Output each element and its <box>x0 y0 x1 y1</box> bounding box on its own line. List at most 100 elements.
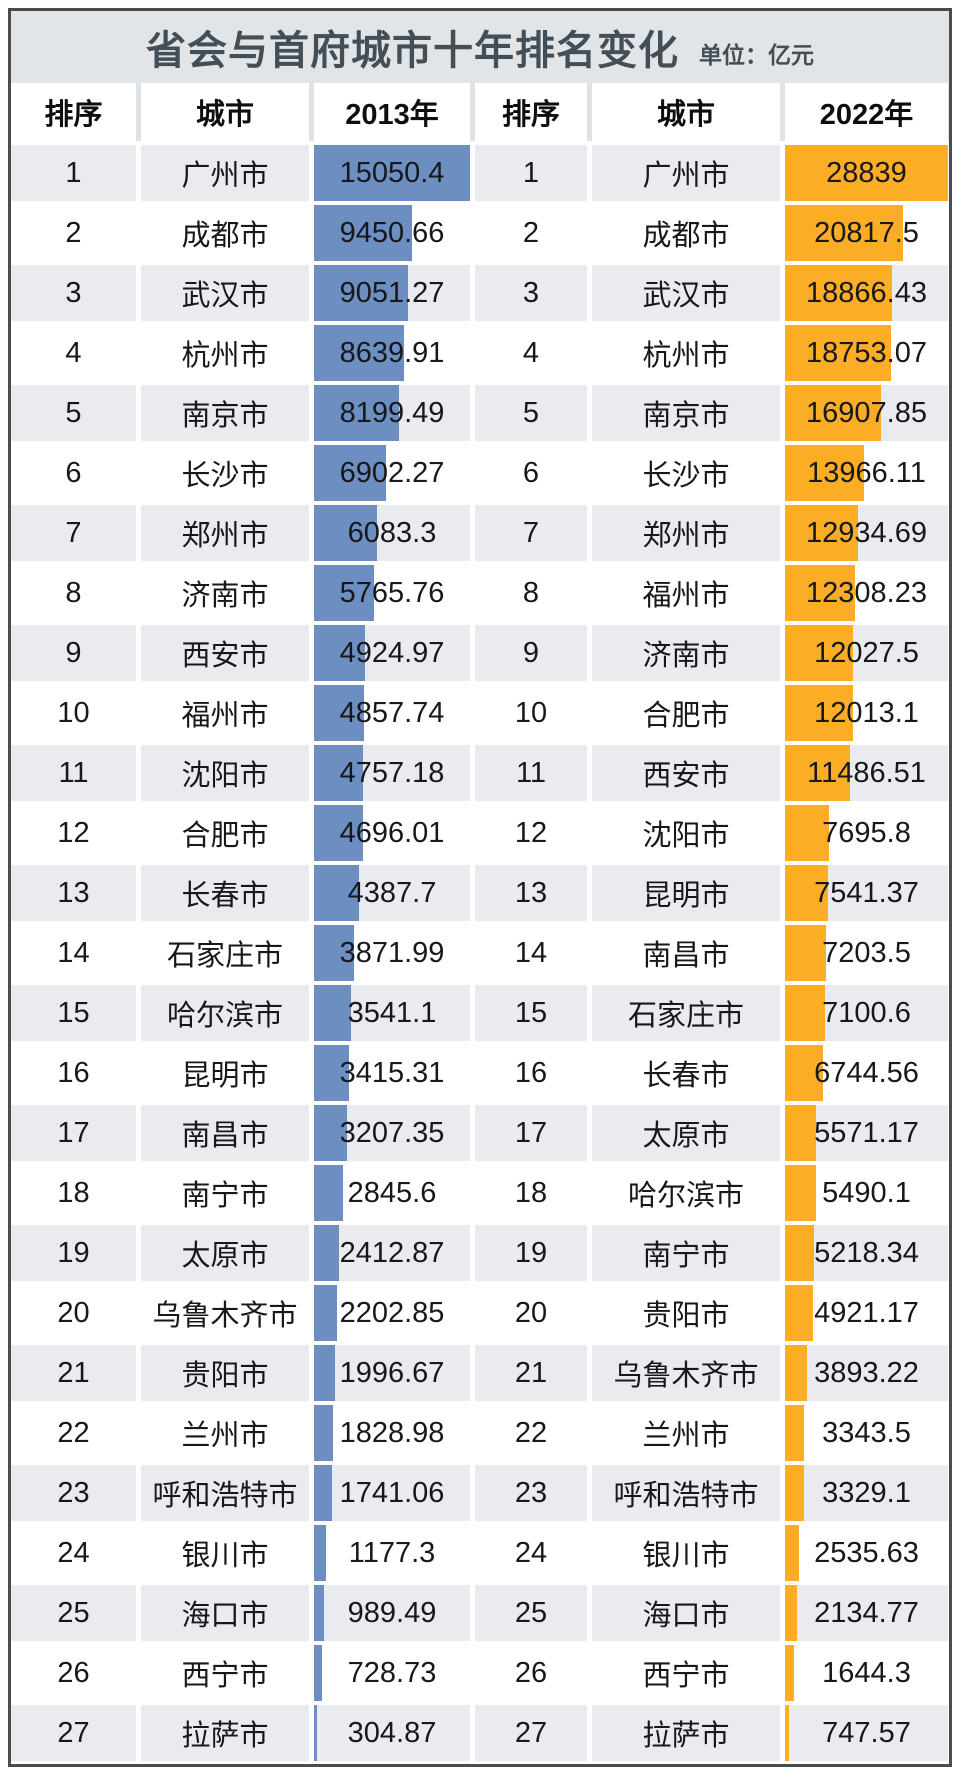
city-left-cell: 石家庄市 <box>141 925 309 981</box>
bar-2022 <box>785 145 948 201</box>
bar-2022 <box>785 445 864 501</box>
value-2013-cell: 728.73 <box>314 1645 470 1701</box>
value-2013-cell: 4696.01 <box>314 805 470 861</box>
value-2022-cell: 18866.43 <box>785 265 948 321</box>
value-2022-cell: 18753.07 <box>785 325 948 381</box>
table-row: 1 广州市 15050.4 1 广州市 28839 <box>11 145 949 201</box>
bar-2013 <box>314 205 412 261</box>
rank-left-cell: 19 <box>11 1225 136 1281</box>
value-2013-cell: 3415.31 <box>314 1045 470 1101</box>
rank-left-cell: 23 <box>11 1465 136 1521</box>
value-2013-cell: 4757.18 <box>314 745 470 801</box>
header-year-2013: 2013年 <box>314 83 470 141</box>
rank-right-cell: 11 <box>475 745 587 801</box>
value-2022-cell: 2535.63 <box>785 1525 948 1581</box>
value-2013-cell: 9051.27 <box>314 265 470 321</box>
value-2022-label: 7203.5 <box>822 936 911 969</box>
bar-2013 <box>314 265 408 321</box>
rank-right-cell: 8 <box>475 565 587 621</box>
bar-2022 <box>785 1585 798 1641</box>
city-left-cell: 广州市 <box>141 145 309 201</box>
bar-2022 <box>785 1345 807 1401</box>
rank-right-cell: 26 <box>475 1645 587 1701</box>
bar-2013 <box>314 805 363 861</box>
rank-right-cell: 4 <box>475 325 587 381</box>
value-2022-cell: 12934.69 <box>785 505 948 561</box>
city-right-cell: 南宁市 <box>592 1225 780 1281</box>
city-left-cell: 西宁市 <box>141 1645 309 1701</box>
value-2013-label: 6083.3 <box>347 516 437 549</box>
city-left-cell: 乌鲁木齐市 <box>141 1285 309 1341</box>
value-2022-label: 18753.07 <box>806 336 927 369</box>
city-left-cell: 长春市 <box>141 865 309 921</box>
table-row: 6 长沙市 6902.27 6 长沙市 13966.11 <box>11 445 949 501</box>
city-left-cell: 太原市 <box>141 1225 309 1281</box>
city-left-cell: 银川市 <box>141 1525 309 1581</box>
city-left-cell: 海口市 <box>141 1585 309 1641</box>
bar-2022 <box>785 1285 813 1341</box>
rank-left-cell: 1 <box>11 145 136 201</box>
rank-left-cell: 14 <box>11 925 136 981</box>
city-right-cell: 哈尔滨市 <box>592 1165 780 1221</box>
value-2013-cell: 8639.91 <box>314 325 470 381</box>
value-2022-cell: 1644.3 <box>785 1645 948 1701</box>
rank-left-cell: 20 <box>11 1285 136 1341</box>
city-left-cell: 哈尔滨市 <box>141 985 309 1041</box>
value-2022-label: 28839 <box>826 156 907 189</box>
bar-2013 <box>314 985 351 1041</box>
value-2022-label: 747.57 <box>822 1716 911 1749</box>
value-2013-cell: 1828.98 <box>314 1405 470 1461</box>
value-2022-cell: 16907.85 <box>785 385 948 441</box>
value-2022-cell: 747.57 <box>785 1705 948 1761</box>
value-2022-cell: 3329.1 <box>785 1465 948 1521</box>
rank-left-cell: 25 <box>11 1585 136 1641</box>
bar-2013 <box>314 145 470 201</box>
rank-right-cell: 23 <box>475 1465 587 1521</box>
table-row: 7 郑州市 6083.3 7 郑州市 12934.69 <box>11 505 949 561</box>
city-left-cell: 杭州市 <box>141 325 309 381</box>
bar-2013 <box>314 1225 339 1281</box>
value-2022-cell: 3893.22 <box>785 1345 948 1401</box>
city-left-cell: 沈阳市 <box>141 745 309 801</box>
bar-2013 <box>314 1705 318 1761</box>
table-row: 3 武汉市 9051.27 3 武汉市 18866.43 <box>11 265 949 321</box>
value-2013-label: 4857.74 <box>339 696 445 729</box>
ranking-table: 排序 城市 2013年 排序 城市 2022年 1 广州市 15050.4 1 … <box>11 83 949 1764</box>
value-2013-label: 4387.7 <box>347 876 437 909</box>
value-2022-cell: 2134.77 <box>785 1585 948 1641</box>
bar-2022 <box>785 1045 824 1101</box>
city-right-cell: 福州市 <box>592 565 780 621</box>
value-2013-label: 3415.31 <box>339 1056 445 1089</box>
value-2013-cell: 4857.74 <box>314 685 470 741</box>
table-row: 17 南昌市 3207.35 17 太原市 5571.17 <box>11 1105 949 1161</box>
city-right-cell: 拉萨市 <box>592 1705 780 1761</box>
value-2022-label: 2535.63 <box>814 1536 919 1569</box>
table-row: 25 海口市 989.49 25 海口市 2134.77 <box>11 1585 949 1641</box>
bar-2022 <box>785 865 828 921</box>
value-2022-cell: 6744.56 <box>785 1045 948 1101</box>
value-2022-cell: 5571.17 <box>785 1105 948 1161</box>
rank-right-cell: 14 <box>475 925 587 981</box>
city-right-cell: 西安市 <box>592 745 780 801</box>
value-2022-label: 5218.34 <box>814 1236 919 1269</box>
table-row: 11 沈阳市 4757.18 11 西安市 11486.51 <box>11 745 949 801</box>
value-2022-cell: 7100.6 <box>785 985 948 1041</box>
value-2013-label: 15050.4 <box>339 156 445 189</box>
value-2022-cell: 7203.5 <box>785 925 948 981</box>
city-left-cell: 贵阳市 <box>141 1345 309 1401</box>
value-2013-label: 728.73 <box>347 1656 437 1689</box>
city-right-cell: 石家庄市 <box>592 985 780 1041</box>
bar-2013 <box>314 1345 335 1401</box>
table-row: 4 杭州市 8639.91 4 杭州市 18753.07 <box>11 325 949 381</box>
city-left-cell: 昆明市 <box>141 1045 309 1101</box>
rank-right-cell: 21 <box>475 1345 587 1401</box>
city-right-cell: 长沙市 <box>592 445 780 501</box>
bar-2022 <box>785 925 826 981</box>
city-right-cell: 呼和浩特市 <box>592 1465 780 1521</box>
table-row: 24 银川市 1177.3 24 银川市 2535.63 <box>11 1525 949 1581</box>
value-2022-label: 3343.5 <box>822 1416 911 1449</box>
value-2013-cell: 2845.6 <box>314 1165 470 1221</box>
rank-right-cell: 25 <box>475 1585 587 1641</box>
rank-right-cell: 1 <box>475 145 587 201</box>
city-right-cell: 长春市 <box>592 1045 780 1101</box>
